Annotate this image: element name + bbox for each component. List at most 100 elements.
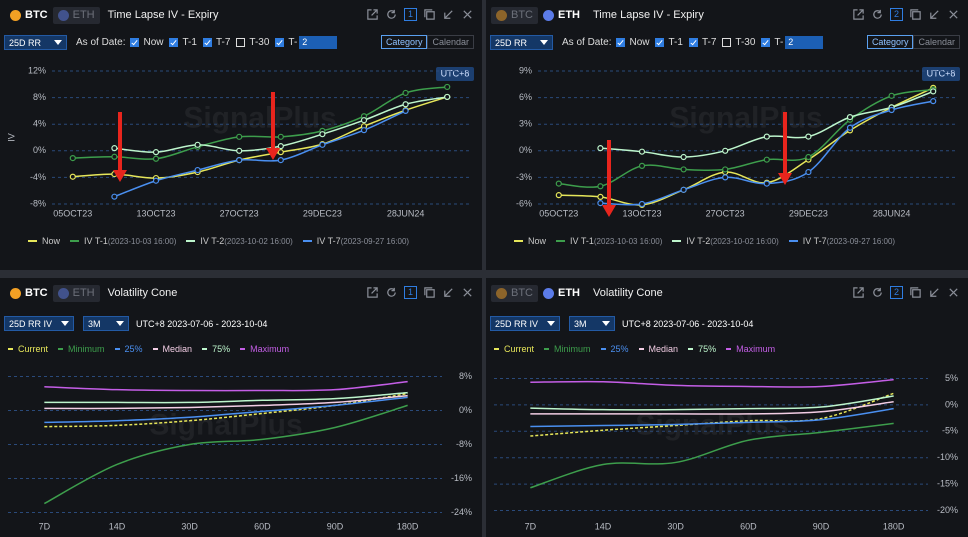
dropdown[interactable]: 25D RR IV [4, 316, 74, 331]
data-point [930, 88, 937, 95]
legend-item[interactable]: Minimum [544, 344, 591, 354]
checkbox[interactable]: T- [761, 37, 783, 48]
day-input[interactable]: 2 [299, 36, 338, 49]
legend-item[interactable]: Median [638, 344, 678, 354]
y-tick-label: -8% [456, 439, 472, 449]
icon-button[interactable] [385, 286, 398, 299]
legend-item[interactable]: IV T-1 (2023-10-03 16:00) [70, 236, 176, 246]
coin-icon [57, 9, 69, 21]
icon-button[interactable] [385, 8, 398, 21]
dropdown[interactable]: 25D RR [4, 35, 67, 50]
coin-tab[interactable]: ETH [52, 284, 100, 302]
icon-button[interactable] [461, 8, 474, 21]
legend-marker [240, 348, 246, 350]
window-number[interactable]: 1 [404, 286, 417, 299]
icon-button[interactable] [423, 286, 436, 299]
checkbox-label: T-7 [215, 37, 231, 48]
legend-item[interactable]: 25% [114, 344, 143, 354]
checkbox[interactable]: T-30 [722, 37, 755, 48]
legend-item[interactable]: Maximum [240, 344, 289, 354]
legend: Current Minimum 25% Median 75% Maximum [494, 344, 785, 354]
coin-tab[interactable]: BTC [5, 7, 53, 24]
icon-button[interactable] [928, 8, 941, 21]
icon-button[interactable] [928, 286, 941, 299]
legend-item[interactable]: IV T-2 (2023-10-02 16:00) [186, 236, 293, 246]
checkbox[interactable]: T- [275, 37, 297, 48]
window-number[interactable]: 2 [890, 286, 903, 299]
legend-item[interactable]: IV T-1 (2023-10-03 16:00) [556, 236, 662, 246]
icon-button[interactable] [852, 286, 865, 299]
checkbox-box [616, 38, 626, 47]
checkbox[interactable]: T-7 [688, 37, 716, 48]
legend-item[interactable]: Now [28, 236, 60, 246]
legend-item[interactable]: Median [152, 344, 192, 354]
icon-button[interactable] [366, 8, 379, 21]
icon-shape [930, 288, 939, 297]
legend-item[interactable]: 25% [600, 344, 629, 354]
legend-marker [302, 240, 312, 242]
legend-label: 75% [212, 344, 231, 354]
legend-item[interactable]: IV T-7 (2023-09-27 16:00) [788, 236, 895, 246]
coin-tab[interactable]: ETH [52, 6, 100, 24]
panel-title: Volatility Cone [107, 287, 178, 299]
legend-label: IV T-2 [200, 236, 225, 246]
coin-tab[interactable]: BTC [491, 6, 538, 24]
icon-button[interactable] [909, 286, 922, 299]
legend-item[interactable]: IV T-7 (2023-09-27 16:00) [302, 236, 409, 246]
icon-button[interactable] [947, 8, 960, 21]
day-input[interactable]: 2 [785, 36, 824, 49]
icon-button[interactable] [423, 8, 436, 21]
coin-tab[interactable]: ETH [538, 285, 585, 302]
icon-button[interactable] [852, 8, 865, 21]
icon-button[interactable] [442, 286, 455, 299]
legend-item[interactable]: Maximum [726, 344, 775, 354]
icon-button[interactable] [461, 286, 474, 299]
checkbox[interactable]: Now [130, 37, 163, 48]
legend-item[interactable]: Now [514, 236, 546, 246]
icon-shape [463, 288, 472, 297]
window-number[interactable]: 2 [890, 8, 903, 21]
legend-item[interactable]: Current [494, 344, 534, 354]
y-tick-label: -4% [30, 172, 46, 182]
toggle-button[interactable]: Category [380, 35, 428, 49]
legend-item[interactable]: 75% [688, 344, 716, 354]
dropdown[interactable]: 25D RR [490, 35, 553, 50]
data-point [236, 147, 243, 154]
window-number[interactable]: 1 [404, 8, 417, 21]
checkbox[interactable]: T-1 [169, 37, 197, 48]
dropdown-caret [116, 321, 124, 326]
legend-item[interactable]: Minimum [58, 344, 105, 354]
icon-button[interactable] [871, 8, 884, 21]
checkbox[interactable]: T-1 [655, 37, 683, 48]
checkbox[interactable]: Now [616, 37, 649, 48]
icon-button[interactable] [871, 286, 884, 299]
coin-tab[interactable]: ETH [538, 7, 585, 24]
coin-label: ETH [72, 9, 95, 21]
icon-shape [853, 9, 864, 20]
dropdown[interactable]: 25D RR IV [490, 316, 560, 331]
coin-tab[interactable]: BTC [5, 285, 53, 302]
checkbox-box [761, 38, 771, 47]
series-line [530, 407, 894, 428]
date-range: UTC+8 2023-07-06 - 2023-10-04 [136, 318, 268, 329]
coin-tab[interactable]: BTC [491, 284, 538, 302]
icon-shape [463, 10, 472, 19]
checkbox[interactable]: T-7 [202, 37, 231, 48]
toggle-button[interactable]: Category [866, 35, 914, 49]
dropdown[interactable]: 3M [83, 316, 129, 331]
toggle-button[interactable]: Calendar [913, 35, 960, 49]
dropdown[interactable]: 3M [569, 316, 615, 331]
icon-button[interactable] [366, 286, 379, 299]
icon-button[interactable] [947, 286, 960, 299]
legend-item[interactable]: IV T-2 (2023-10-02 16:00) [672, 236, 779, 246]
dropdown-label: 3M [574, 318, 587, 329]
checkbox[interactable]: T-30 [236, 37, 269, 48]
icon-button[interactable] [442, 8, 455, 21]
icon-button[interactable] [909, 8, 922, 21]
legend-item[interactable]: 75% [202, 344, 230, 354]
icon-shape [367, 287, 378, 298]
toggle-button[interactable]: Calendar [427, 35, 474, 49]
data-point [763, 156, 770, 163]
legend-item[interactable]: Current [8, 344, 48, 354]
